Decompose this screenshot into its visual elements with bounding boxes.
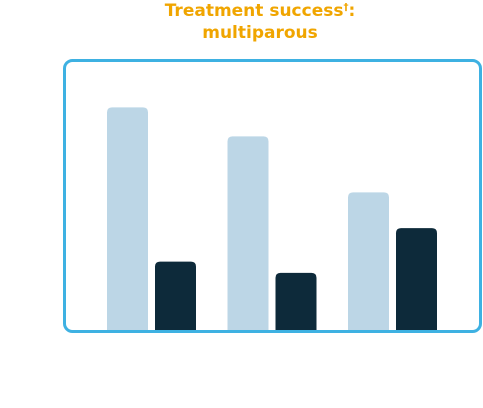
bar-group-1-series-1 (107, 107, 148, 331)
bar-group-2-series-2 (275, 272, 317, 331)
chart-title: Treatment success†: multiparous (0, 0, 483, 44)
bar-group-3-series-1 (348, 192, 389, 331)
chart-title-colon: : (348, 1, 356, 21)
chart-title-text: Treatment success (164, 1, 344, 21)
bar-group-1-series-2 (155, 261, 196, 331)
chart-title-line-2: multiparous (202, 23, 318, 43)
bar-group-3-series-2 (396, 228, 437, 331)
footnote-marker: † (343, 2, 349, 13)
chart-frame (63, 59, 482, 333)
bars-group (107, 107, 437, 331)
bar-group-2-series-1 (227, 136, 269, 331)
chart-title-line-1: Treatment success†: (0, 0, 483, 22)
